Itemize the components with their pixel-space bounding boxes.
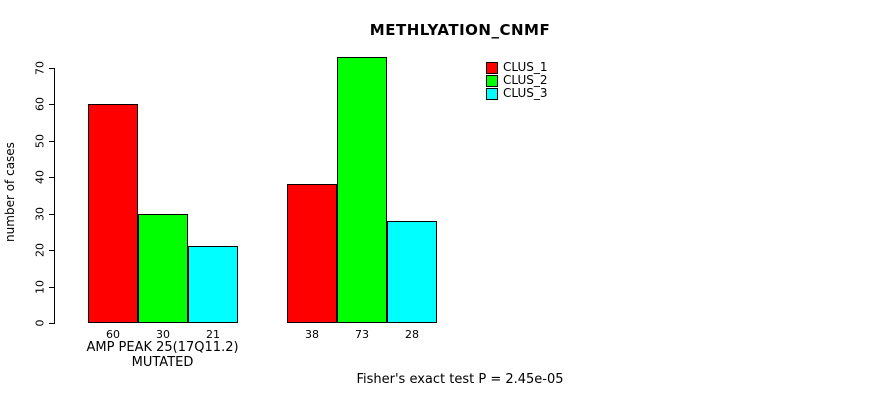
y-tick-label: 70 [33,60,47,75]
y-tick-label: 30 [33,206,47,221]
y-tick-label: 0 [33,319,47,327]
legend-label: CLUS_2 [503,73,548,87]
legend: CLUS_1 CLUS_2 CLUS_3 [486,61,548,100]
y-axis-line [54,67,55,324]
bar-clus_2-group2 [337,56,387,323]
legend-label: CLUS_1 [503,60,548,74]
y-axis-label: number of cases [3,142,17,242]
bar-clus_2-group1 [138,213,188,323]
y-tick-mark [49,323,54,324]
legend-item: CLUS_1 [486,61,548,74]
y-tick-mark [49,213,54,215]
legend-item: CLUS_2 [486,74,548,87]
bar-value-label: 38 [305,328,319,341]
y-tick-mark [49,67,54,69]
bar-value-label: 21 [206,328,220,341]
y-tick-label: 50 [33,133,47,148]
y-tick-label: 10 [33,279,47,294]
bar-clus_3-group2 [387,220,437,323]
bar-value-label: 30 [156,328,170,341]
bar-value-label: 60 [106,328,120,341]
y-tick-mark [49,140,54,142]
bar-clus_1-group2 [287,184,337,323]
bar-clus_3-group1 [188,246,238,323]
y-tick-label: 40 [33,170,47,184]
x-axis-group-label: AMP PEAK 25(17Q11.2) MUTATED [86,340,239,370]
fisher-test-annotation: Fisher's exact test P = 2.45e-05 [356,372,564,387]
y-tick-mark [49,177,54,178]
y-tick-mark [49,250,54,251]
legend-swatch-icon [486,87,498,100]
legend-swatch-icon [486,74,498,87]
y-tick-label: 20 [33,243,47,257]
bar-value-label: 73 [355,328,369,341]
bar-clus_1-group1 [88,104,138,323]
y-tick-mark [49,286,54,288]
legend-swatch-icon [486,61,498,74]
bar-value-label: 28 [405,328,419,341]
legend-label: CLUS_3 [503,86,548,100]
y-tick-label: 60 [33,97,47,111]
chart-title: METHLYATION_CNMF [369,21,551,39]
y-tick-mark [49,104,54,105]
legend-item: CLUS_3 [486,87,548,100]
